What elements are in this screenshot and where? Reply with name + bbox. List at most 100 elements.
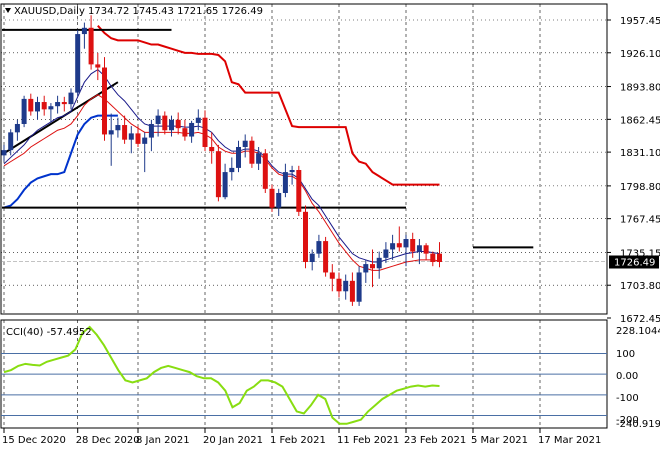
- candle: [229, 157, 235, 181]
- price-tick-label: 1862.45: [620, 115, 660, 126]
- candle: [215, 144, 221, 202]
- candle: [403, 234, 409, 267]
- candle-body: [115, 125, 121, 131]
- candle-body: [289, 169, 295, 173]
- price-tick-label: 1672.45: [620, 314, 660, 325]
- cci-level-minus200-label: -200: [616, 415, 639, 426]
- candle: [323, 236, 329, 277]
- cci-label: CCI(40) -57.4952: [6, 327, 92, 338]
- channel-layer: [3, 25, 440, 209]
- price-tick-label: 1798.80: [620, 182, 660, 193]
- candle: [202, 110, 208, 152]
- candle: [242, 134, 248, 158]
- axis-layer: 1957.45 1926.10 1893.80 1862.45 1831.10 1798.…: [2, 16, 660, 446]
- x-tick-label: 17 Mar 2021: [538, 435, 601, 446]
- candle: [135, 126, 141, 147]
- candle-body: [28, 98, 34, 112]
- candle-body: [142, 137, 148, 144]
- candle: [21, 95, 27, 128]
- candle: [376, 251, 382, 279]
- candle-body: [215, 151, 221, 198]
- candle: [189, 120, 195, 143]
- price-tick-label: 1957.45: [620, 16, 660, 27]
- candle-body: [276, 192, 282, 208]
- cci-level-min-label: -240.9193: [616, 419, 660, 430]
- candle: [269, 184, 275, 212]
- candle-body: [122, 125, 128, 140]
- cci-layer: [3, 325, 440, 425]
- candle-body: [108, 130, 114, 135]
- x-tick-label: 23 Feb 2021: [404, 435, 466, 446]
- candle: [108, 113, 114, 166]
- candle-body: [282, 172, 288, 193]
- candle: [390, 234, 396, 260]
- candle-body: [222, 172, 228, 198]
- candle: [35, 96, 40, 120]
- upper-channel-line: [97, 25, 440, 186]
- candle-body: [81, 27, 87, 35]
- candle-body: [14, 123, 20, 133]
- candle: [48, 103, 54, 122]
- candle-body: [249, 140, 255, 164]
- candle: [88, 15, 94, 70]
- candle-body: [349, 280, 355, 302]
- candle: [336, 272, 342, 298]
- rising-trendline: [3, 81, 119, 155]
- candle-body: [189, 122, 195, 137]
- candle-body: [182, 128, 188, 137]
- candle-body: [202, 117, 208, 147]
- candle: [182, 119, 188, 141]
- dropdown-triangle-icon[interactable]: [5, 8, 11, 13]
- candle-body: [329, 272, 335, 279]
- candle-body: [209, 146, 215, 152]
- candle-body: [383, 249, 389, 258]
- candle-body: [356, 272, 362, 302]
- fast-ma-line: [3, 68, 440, 263]
- candle: [276, 188, 282, 217]
- candle: [437, 242, 442, 268]
- candle: [61, 96, 67, 112]
- candle: [162, 111, 168, 135]
- price-tick-label: 1831.10: [620, 148, 660, 159]
- candle-body: [363, 264, 369, 273]
- candle: [95, 52, 101, 81]
- candle: [28, 93, 34, 116]
- candle: [209, 132, 215, 164]
- candle-body: [437, 253, 442, 263]
- candle: [14, 119, 20, 141]
- candle: [410, 232, 416, 258]
- candle: [68, 88, 74, 110]
- price-tick-label: 1926.10: [620, 49, 660, 60]
- candle-body: [8, 132, 14, 151]
- last-price-label: 1726.49: [614, 257, 655, 268]
- candle-body: [376, 257, 382, 269]
- candle: [122, 115, 128, 144]
- candle-body: [169, 119, 174, 131]
- candle: [303, 205, 308, 269]
- x-tick-label: 15 Dec 2020: [2, 435, 66, 446]
- candle: [282, 163, 288, 198]
- x-tick-label: 1 Feb 2021: [270, 435, 326, 446]
- candle: [423, 243, 429, 260]
- candle-body: [35, 102, 40, 112]
- candle-body: [135, 133, 141, 144]
- lower-channel-line: [3, 114, 118, 209]
- symbol-label: XAUUSD,Daily: [14, 6, 85, 17]
- candle-body: [162, 115, 168, 131]
- candle-body: [1, 150, 7, 156]
- candles-layer: [1, 15, 442, 306]
- candle-body: [229, 167, 235, 173]
- x-tick-label: 20 Jan 2021: [203, 435, 263, 446]
- cci-level-0-label: 0.00: [616, 371, 638, 382]
- candle: [262, 149, 268, 193]
- candle: [309, 249, 315, 271]
- candle: [236, 140, 241, 173]
- candle-body: [430, 253, 436, 263]
- candle-body: [336, 278, 342, 292]
- candle: [249, 136, 255, 168]
- cci-level-max-label: 228.1044: [616, 326, 660, 337]
- candle: [81, 22, 87, 49]
- price-tick-label: 1703.80: [620, 281, 660, 292]
- candle-body: [303, 211, 308, 263]
